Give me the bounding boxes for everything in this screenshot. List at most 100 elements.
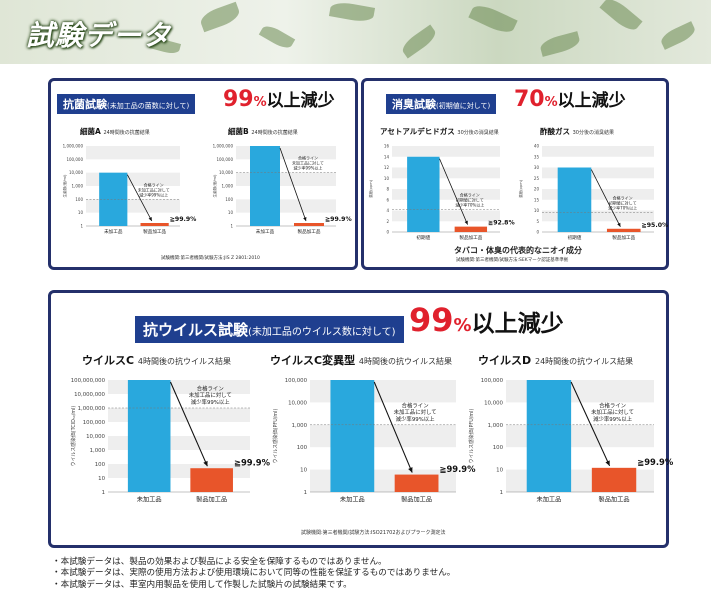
arrow-head <box>408 467 413 473</box>
bar-treated <box>190 468 233 492</box>
deodorant-caption: タバコ・体臭の代表的なニオイ成分 <box>454 246 582 255</box>
result-value: ≧92.8% <box>488 220 515 227</box>
y-tick-label: 1,000 <box>488 423 504 429</box>
y-tick-label: 1,000,000 <box>213 144 234 149</box>
x-tick-label: 初期値 <box>416 234 430 241</box>
leaf-decoration <box>399 24 439 59</box>
y-tick-label: 1,000 <box>72 184 84 189</box>
y-tick-label: 100 <box>75 197 83 202</box>
reduction-arrow <box>439 158 468 225</box>
antiviral-claim: 99%以上減少 <box>409 301 564 339</box>
y-tick-label: 10 <box>496 468 503 474</box>
y-tick-label: 100,000,000 <box>71 378 106 384</box>
bar-untreated <box>127 380 171 492</box>
virus-c-variant-chart: 100,000 10,000 1,000 100 10 1 ウイルス感染価(PFU/ml) 合… <box>272 378 476 503</box>
grid-band <box>392 210 500 222</box>
chart-label-sub: 30分後の消臭結果 <box>572 130 614 136</box>
x-tick-label: 製品加工品 <box>401 495 432 503</box>
y-tick-label: 100,000 <box>216 157 233 162</box>
y-tick-label: 10 <box>78 210 84 215</box>
antibacterial-claim: 99%以上減少 <box>223 86 335 112</box>
y-tick-label: 1,000 <box>90 448 106 454</box>
pass-line-text: 合格ライン <box>599 401 626 409</box>
y-axis-label: ウイルス感染価(TCID₅₀/ml) <box>70 406 77 467</box>
chart-label-main: 細菌B <box>228 127 249 136</box>
y-axis-label: 生菌数(個/ml) <box>62 174 67 197</box>
bacteria-b-chart: 1,000,000 100,000 10,000 1,000 100 10 1 生菌数(個/m… <box>212 144 352 236</box>
pass-line-text: 減少率99%以上 <box>593 415 633 423</box>
y-tick-label: 8 <box>386 187 389 192</box>
leaf-decoration <box>468 1 518 37</box>
claim-percent: % <box>453 315 472 336</box>
y-tick-label: 100 <box>95 462 106 468</box>
pass-line-text: 未加工品に対して <box>189 391 232 399</box>
y-tick-label: 6 <box>386 197 389 202</box>
grid-band <box>392 189 500 200</box>
deodorant-title-main: 消臭試験 <box>392 98 436 111</box>
antiviral-title: 抗ウイルス試験(未加工品のウイルス数に対して) <box>135 316 404 343</box>
bar-untreated <box>557 167 592 232</box>
chart-label-sub: 4時間後の抗ウイルス結果 <box>137 357 232 366</box>
antiviral-title-main: 抗ウイルス試験 <box>143 321 249 339</box>
bar-untreated <box>407 156 440 232</box>
x-tick-label: 製品加工品 <box>459 234 482 241</box>
grid-band <box>86 146 180 160</box>
x-tick-label: 未加工品 <box>104 228 123 235</box>
y-tick-label: 100 <box>225 197 233 202</box>
y-tick-label: 16 <box>384 144 390 149</box>
y-tick-label: 1 <box>80 224 83 229</box>
antiviral-note: 試験機関:第三者機関/試験方法:ISO21702およびプラーク測定法 <box>301 530 446 536</box>
x-tick-label: 製品加工品 <box>298 228 321 235</box>
reduction-arrow <box>570 381 611 467</box>
chart-label-main: アセトアルデヒドガス <box>380 127 455 136</box>
pass-line-text: 合格ライン <box>613 195 633 201</box>
antibacterial-title-sub: (未加工品の菌数に対して) <box>107 102 190 110</box>
claim-number: 70 <box>514 87 545 112</box>
page-title: 試験データ <box>26 19 172 52</box>
pass-line-text: 初期値に対して <box>456 196 484 202</box>
y-tick-label: 1,000 <box>292 423 308 429</box>
deodorant-claim: 70%以上減少 <box>514 86 626 112</box>
footnote-item: ・本試験データは、実際の使用方法および使用環境において同等の性能を保証するもので… <box>52 568 456 579</box>
y-tick-label: 1 <box>230 224 233 229</box>
reduction-arrow <box>127 174 153 222</box>
y-tick-label: 100,000 <box>285 378 308 384</box>
y-tick-label: 100,000 <box>83 420 106 426</box>
claim-percent: % <box>253 95 267 110</box>
pass-line-text: 合格ライン <box>298 155 318 161</box>
virus-c-chart: 100,000,000 10,000,000 1,000,000 100,000 10,… <box>70 378 271 503</box>
chart-label: ウイルスD 24時間後の抗ウイルス結果 <box>478 352 634 369</box>
result-value: ≧99.9% <box>439 464 476 474</box>
bar-untreated <box>526 380 572 492</box>
footnote-item: ・本試験データは、製品の効果および製品による安全を保障するものではありません。 <box>52 557 387 567</box>
chart-label: 細菌B 24時間後の抗菌結果 <box>228 126 298 138</box>
bacteria-a-chart: 1,000,000 100,000 10,000 1,000 100 10 1 生菌数(個/m… <box>62 144 196 236</box>
grid-band <box>542 210 654 222</box>
bar-untreated <box>330 380 375 492</box>
chart-label-main: ウイルスC変異型 <box>270 354 356 367</box>
bar-treated <box>140 223 169 226</box>
y-tick-label: 100,000 <box>66 157 83 162</box>
pass-line-text: 減少率99%以上 <box>396 415 436 423</box>
y-tick-label: 14 <box>384 154 390 159</box>
result-value: ≧99.9% <box>325 216 352 223</box>
y-tick-label: 0 <box>386 230 389 235</box>
y-tick-label: 40 <box>534 144 540 149</box>
y-tick-label: 25 <box>534 176 540 181</box>
chart-label: ウイルスC変異型 4時間後の抗ウイルス結果 <box>270 352 453 369</box>
y-axis-label: 生菌数(個/ml) <box>212 174 217 197</box>
result-value: ≧99.9% <box>637 457 674 467</box>
acetaldehyde-chart: 16 14 12 10 8 6 4 2 0 濃度(ppm) 合格ライン初期値に対して減少率70%以上… <box>368 144 515 242</box>
antibacterial-title-main: 抗菌試験 <box>63 98 107 111</box>
leaf-decoration <box>328 0 376 24</box>
footnote-item: ・本試験データは、車室内用製品を使用して作製した試験片の試験結果です。 <box>52 579 352 590</box>
grid-band <box>542 189 654 200</box>
x-tick-label: 製品加工品 <box>612 234 635 241</box>
y-tick-label: 1,000,000 <box>63 144 84 149</box>
y-tick-label: 10 <box>98 476 105 482</box>
deodorant-note: 試験機関:第三者機関/試験方法:SEKマーク認証基準準拠 <box>456 258 569 263</box>
claim-number: 99 <box>223 87 254 112</box>
x-tick-label: 初期値 <box>568 234 582 241</box>
reduction-arrow <box>279 147 307 222</box>
bar-treated <box>606 228 641 232</box>
